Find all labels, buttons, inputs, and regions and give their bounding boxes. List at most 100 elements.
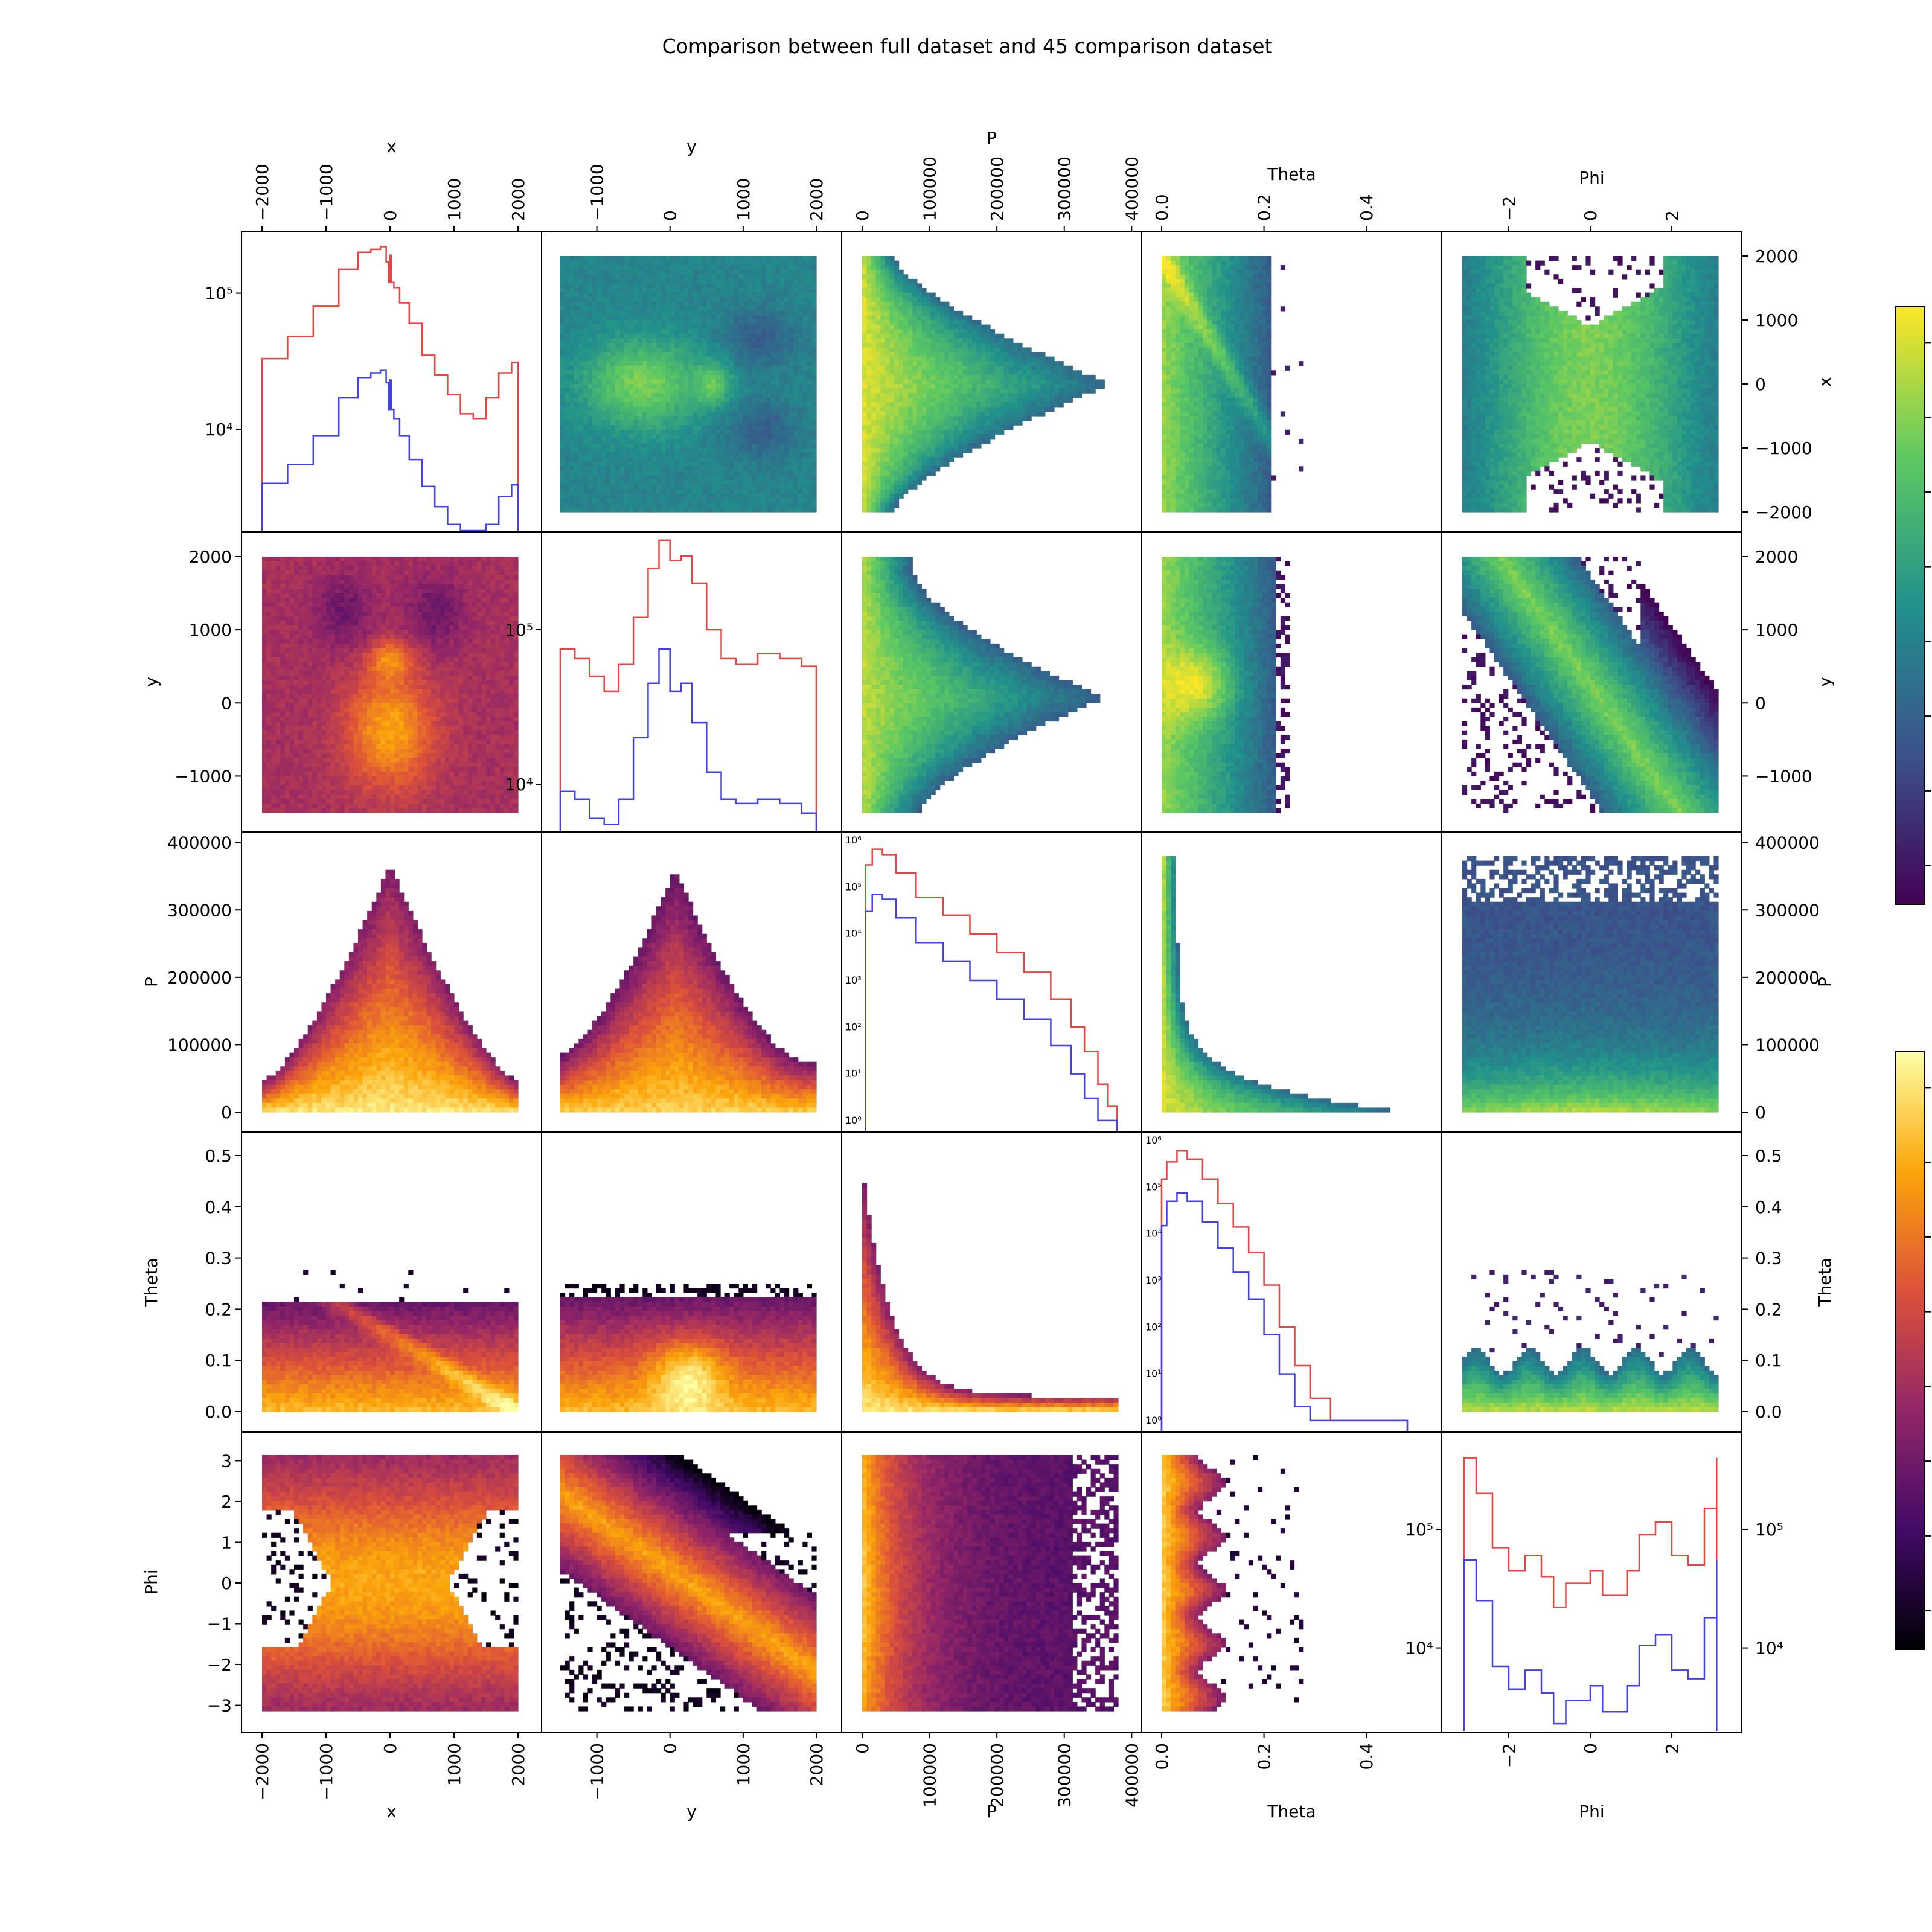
hist-ytick-label-P: 10⁴ <box>845 928 862 939</box>
top-tick-label-y: 0 <box>661 210 680 221</box>
top-tick-label-y: 2000 <box>807 178 827 221</box>
right-hist-tick-label-Phi: 10⁵ <box>1755 1520 1783 1540</box>
bottom-axis-label-x: x <box>386 1802 397 1822</box>
bottom-tick-label-y: 2000 <box>807 1743 827 1786</box>
left-tick-label-Phi: 1 <box>221 1532 232 1552</box>
hist-ytick-label-x: 10⁵ <box>205 284 233 304</box>
left-tick-label-Phi: 0 <box>221 1573 232 1593</box>
hist-ytick-label-Theta: 10⁵ <box>1145 1181 1162 1192</box>
hist-Phi-comparison-series <box>1463 1559 1718 1731</box>
bottom-axis-label-Theta: Theta <box>1267 1802 1316 1822</box>
heatmap-x-Phi <box>1462 256 1719 513</box>
left-axis-label-y: y <box>141 677 161 687</box>
left-tick-label-y: −1000 <box>174 766 232 786</box>
bottom-axis-label-P: P <box>987 1802 997 1822</box>
right-tick-label-y: 2000 <box>1755 547 1798 567</box>
figure-title: Comparison between full dataset and 45 c… <box>662 34 1273 58</box>
hist-ytick-label-Phi: 10⁵ <box>1405 1520 1433 1540</box>
right-tick-label-Theta: 0.0 <box>1755 1402 1782 1422</box>
heatmap-P-x <box>262 869 519 1113</box>
right-hist-tick-label-Phi: 10⁴ <box>1755 1639 1783 1659</box>
bottom-tick-label-P: 0 <box>852 1743 872 1754</box>
top-tick-label-Phi: 2 <box>1662 210 1682 221</box>
left-axis-label-Theta: Theta <box>141 1258 161 1307</box>
panel-frame-Phi-Phi <box>1441 1431 1742 1733</box>
hist-ytick-label-y: 10⁵ <box>505 620 533 640</box>
left-axis-label-P: P <box>141 977 161 987</box>
top-tick-label-Phi: 0 <box>1581 210 1601 221</box>
right-tick-label-Theta: 0.2 <box>1755 1299 1782 1319</box>
left-tick-label-y: 2000 <box>189 547 232 567</box>
left-tick-label-Phi: −1 <box>207 1614 232 1634</box>
left-tick-label-P: 0 <box>221 1102 232 1122</box>
left-tick-label-y: 0 <box>221 693 232 713</box>
bottom-tick-label-x: −1000 <box>316 1743 336 1800</box>
bottom-tick-label-P: 400000 <box>1122 1743 1142 1808</box>
right-tick-label-y: 0 <box>1755 693 1766 713</box>
heatmap-x-Theta <box>1162 256 1304 513</box>
top-tick-label-x: −2000 <box>252 164 272 221</box>
right-tick-label-P: 400000 <box>1755 833 1820 853</box>
right-tick-label-y: −1000 <box>1755 766 1812 786</box>
colorbar-layer <box>1895 306 1931 1650</box>
heatmap-x-P <box>862 256 1105 513</box>
heatmap-P-y <box>560 874 817 1113</box>
top-tick-label-y: −1000 <box>587 164 607 221</box>
top-tick-label-y: 1000 <box>734 178 753 221</box>
left-tick-label-Phi: 2 <box>221 1492 232 1512</box>
bottom-tick-label-P: 200000 <box>987 1743 1007 1808</box>
hist-ytick-label-Theta: 10⁴ <box>1145 1228 1162 1239</box>
hist-ytick-label-P: 10² <box>845 1021 862 1032</box>
histogram-layer <box>261 246 1718 1731</box>
top-axis-label-x: x <box>386 136 397 156</box>
heatmap-Theta-P <box>862 1183 1119 1412</box>
hist-Phi-full-series <box>1463 1457 1718 1731</box>
right-tick-label-x: 2000 <box>1755 246 1798 266</box>
right-tick-label-Theta: 0.5 <box>1755 1146 1782 1166</box>
heatmap-P-Theta <box>1162 856 1391 1113</box>
top-tick-label-x: 1000 <box>444 178 464 221</box>
hist-ytick-label-Theta: 10² <box>1145 1321 1162 1332</box>
hist-ytick-label-Theta: 10³ <box>1145 1275 1162 1286</box>
hist-ytick-label-P: 10³ <box>845 974 862 986</box>
colorbar-viridis <box>1895 306 1925 905</box>
top-tick-label-x: 0 <box>380 210 400 221</box>
left-tick-label-Theta: 0.5 <box>205 1146 232 1166</box>
panel-frames <box>241 231 1742 1733</box>
bottom-tick-label-x: −2000 <box>252 1743 272 1800</box>
bottom-tick-label-y: 0 <box>661 1743 680 1754</box>
bottom-tick-label-Theta: 0.0 <box>1152 1743 1172 1770</box>
right-tick-label-x: −1000 <box>1755 438 1812 458</box>
top-tick-label-Theta: 0.0 <box>1152 194 1172 221</box>
left-tick-label-Theta: 0.2 <box>205 1299 232 1319</box>
bottom-tick-label-y: −1000 <box>587 1743 607 1800</box>
right-axis-label-Theta: Theta <box>1815 1258 1835 1307</box>
top-axis-label-P: P <box>987 128 997 148</box>
hist-ytick-label-P: 10⁶ <box>845 834 862 846</box>
tick-layer: 10⁴ 10⁵ 10⁴ 10⁵ 10⁰ 10¹ 10² 10³ 10⁴ 10⁵ 10⁶ 10⁰ 10¹ 1… <box>167 156 1820 1808</box>
hist-y-comparison-series <box>559 648 817 831</box>
left-tick-label-Phi: −3 <box>207 1696 232 1716</box>
heatmap-x-y <box>560 256 817 513</box>
right-tick-label-Theta: 0.4 <box>1755 1197 1782 1217</box>
bottom-tick-label-P: 100000 <box>920 1743 940 1808</box>
hist-x-comparison-series <box>261 369 519 532</box>
top-tick-label-P: 100000 <box>920 156 940 221</box>
right-tick-label-y: 1000 <box>1755 620 1798 640</box>
heatmap-Phi-P <box>862 1455 1119 1712</box>
heatmap-layer <box>262 256 1719 1712</box>
left-tick-label-Theta: 0.3 <box>205 1249 232 1268</box>
left-tick-label-y: 1000 <box>189 620 232 640</box>
right-tick-label-Theta: 0.1 <box>1755 1351 1782 1371</box>
top-tick-label-P: 300000 <box>1055 156 1075 221</box>
top-tick-label-P: 0 <box>852 210 872 221</box>
bottom-tick-label-x: 2000 <box>508 1743 528 1786</box>
bottom-tick-label-Phi: −2 <box>1499 1743 1519 1768</box>
heatmap-P-Phi <box>1462 856 1719 1113</box>
top-tick-label-x: −1000 <box>316 164 336 221</box>
top-axis-label-Phi: Phi <box>1579 168 1604 188</box>
right-tick-label-P: 200000 <box>1755 968 1820 988</box>
heatmap-y-Phi <box>1462 557 1719 813</box>
hist-ytick-label-Theta: 10⁰ <box>1145 1415 1162 1426</box>
hist-x-full-series <box>261 246 519 531</box>
